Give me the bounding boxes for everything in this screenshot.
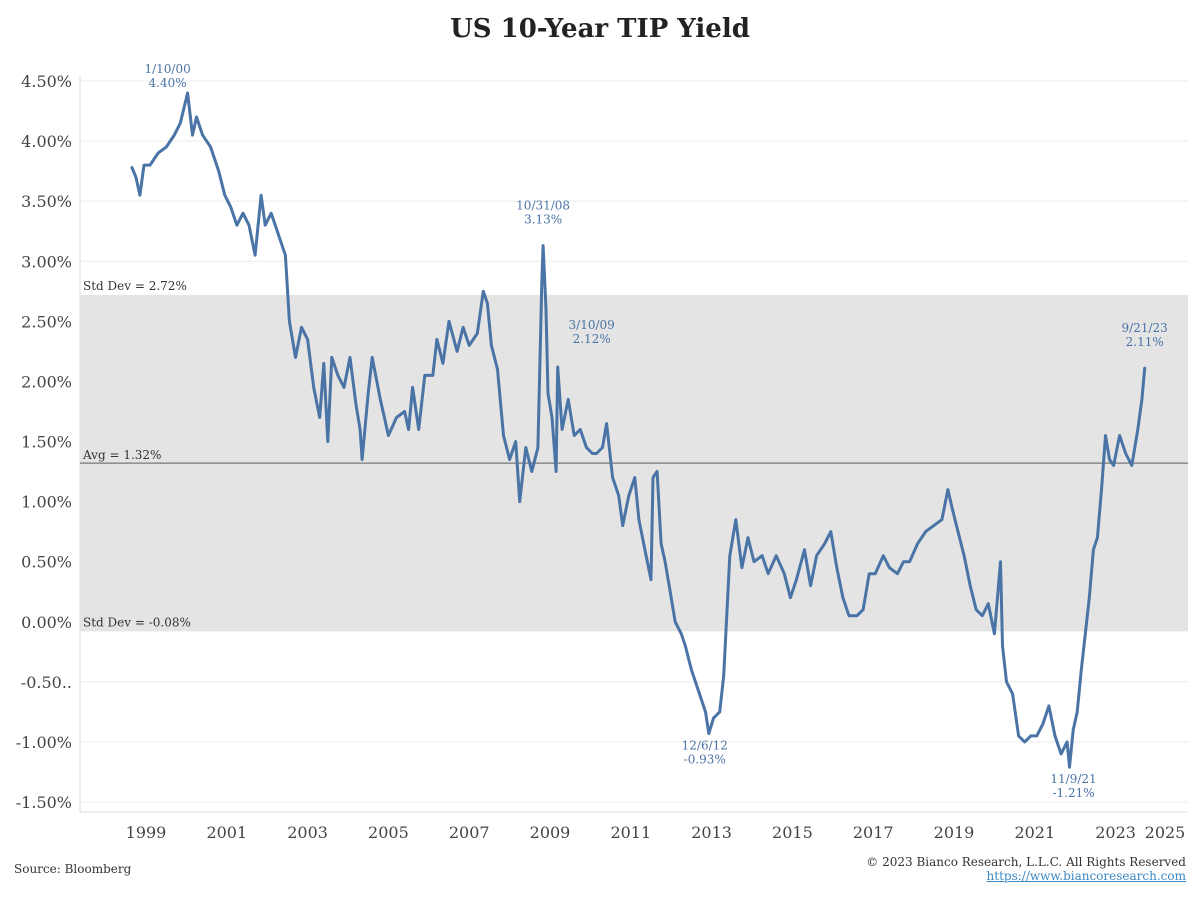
x-axis: 1999 2001 2003 2005 2007 2009 2011 2013 2015 2017…: [126, 823, 1186, 842]
x-tick-label: 2001: [206, 823, 247, 842]
x-tick-label: 2013: [691, 823, 732, 842]
y-tick-label: -1.00%: [16, 733, 72, 752]
y-tick-label: 3.00%: [21, 252, 72, 271]
series-line: [130, 91, 1147, 769]
y-tick-label: 1.50%: [21, 433, 72, 452]
chart-title: US 10-Year TIP Yield: [450, 14, 750, 44]
annotation-date: 9/21/23: [1122, 321, 1168, 335]
annotation-date: 3/10/09: [569, 318, 615, 332]
x-tick-label: 2011: [610, 823, 651, 842]
y-tick-label: 3.50%: [21, 192, 72, 211]
annotation-date: 10/31/08: [516, 199, 570, 213]
annotation-date: 12/6/12: [682, 739, 728, 753]
source-note: Source: Bloomberg: [14, 862, 132, 876]
copyright-block: © 2023 Bianco Research, L.L.C. All Right…: [866, 855, 1186, 883]
x-tick-label: 2005: [368, 823, 409, 842]
average-line: Avg = 1.32%: [80, 448, 1188, 464]
annotation-date: 1/10/00: [144, 62, 190, 76]
annotation-value: -0.93%: [684, 753, 726, 767]
annotations: 1/10/004.40% 10/31/083.13% 3/10/092.12% 12/…: [144, 62, 1167, 800]
series-layer: [130, 91, 1147, 769]
annotation-value: 2.12%: [573, 332, 611, 346]
x-tick-label: 2007: [449, 823, 490, 842]
std-dev-band: Std Dev = 2.72% Std Dev = -0.08%: [80, 279, 1188, 632]
y-tick-label: 0.50%: [21, 553, 72, 572]
x-tick-label: 2021: [1014, 823, 1055, 842]
y-tick-label: 4.50%: [21, 72, 72, 91]
y-tick-label: -1.50%: [16, 793, 72, 812]
x-tick-label: 2003: [287, 823, 328, 842]
std-dev-upper-label: Std Dev = 2.72%: [83, 279, 187, 293]
x-tick-label: 2009: [530, 823, 571, 842]
average-label: Avg = 1.32%: [82, 448, 161, 462]
y-tick-label: 1.00%: [21, 493, 72, 512]
annotation-value: 3.13%: [524, 213, 562, 227]
x-tick-label: 2017: [853, 823, 894, 842]
x-tick-label: 2023: [1095, 823, 1136, 842]
annotation-date: 11/9/21: [1050, 772, 1096, 786]
x-tick-label: 2019: [934, 823, 975, 842]
std-dev-lower-label: Std Dev = -0.08%: [83, 615, 191, 629]
y-axis: 4.50% 4.00% 3.50% 3.00% 2.50% 2.00% 1.50% 1.00%…: [16, 72, 72, 812]
x-tick-label: 2025: [1145, 823, 1186, 842]
y-tick-label: -0.50..: [21, 673, 72, 692]
website-link[interactable]: https://www.biancoresearch.com: [986, 869, 1186, 883]
x-tick-label: 1999: [126, 823, 167, 842]
annotation-value: 2.11%: [1126, 335, 1164, 349]
copyright-text: © 2023 Bianco Research, L.L.C. All Right…: [866, 855, 1186, 869]
x-tick-label: 2015: [772, 823, 813, 842]
y-tick-label: 4.00%: [21, 132, 72, 151]
y-tick-label: 2.00%: [21, 372, 72, 391]
annotation-value: 4.40%: [149, 76, 187, 90]
y-tick-label: 2.50%: [21, 312, 72, 331]
annotation-value: -1.21%: [1052, 786, 1094, 800]
y-tick-label: 0.00%: [21, 613, 72, 632]
